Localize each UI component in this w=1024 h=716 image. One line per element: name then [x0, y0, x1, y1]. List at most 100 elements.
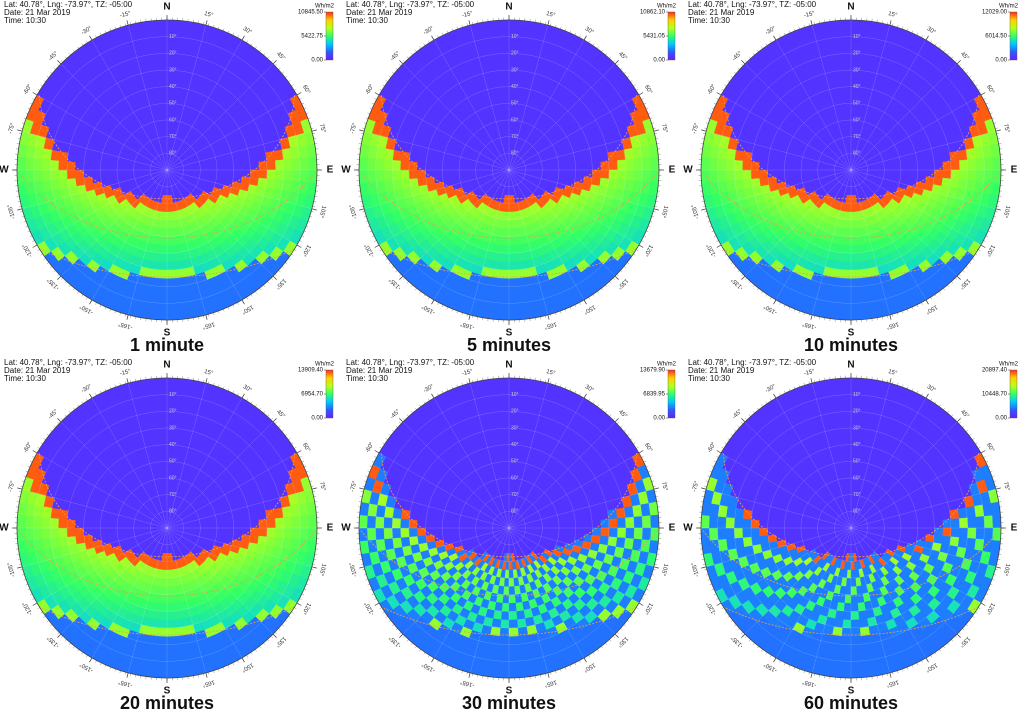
azimuth-label: 15°	[887, 11, 898, 19]
heat-cell	[508, 19, 523, 30]
heat-cell	[836, 86, 845, 97]
heat-cell	[307, 169, 318, 184]
heat-cell	[574, 156, 584, 165]
azimuth-tick	[889, 314, 892, 320]
heat-cell	[166, 19, 181, 30]
header-line: Time: 10:30	[4, 374, 46, 383]
heat-cell	[33, 527, 43, 540]
heat-cell	[842, 78, 852, 88]
heat-cell	[25, 157, 35, 171]
azimuth-tick	[810, 314, 813, 320]
colorbar	[325, 11, 334, 61]
heat-cell	[425, 176, 436, 185]
heat-cell	[176, 284, 189, 295]
heat-cell	[75, 169, 85, 179]
heat-cell	[641, 157, 651, 171]
heat-cell	[154, 28, 168, 38]
heat-cell	[784, 169, 794, 177]
heat-cell	[983, 169, 993, 183]
heat-cell	[829, 45, 842, 56]
heat-cell	[291, 527, 301, 540]
heat-cell	[154, 386, 168, 396]
heat-cell	[145, 642, 158, 653]
panel: Lat: 40.78°, Lng: -73.97°, TZ: -05:00Dat…	[341, 0, 676, 355]
heat-cell	[883, 166, 893, 171]
heat-cell	[615, 149, 626, 161]
azimuth-label: 60°	[301, 84, 311, 95]
heat-cell	[157, 61, 168, 71]
heat-cell	[172, 235, 181, 245]
heat-cell	[58, 150, 69, 162]
heat-cell	[840, 277, 852, 287]
heat-cell	[154, 660, 168, 670]
azimuth-tick	[126, 20, 129, 26]
heat-cell	[847, 136, 852, 146]
heat-cell	[967, 158, 977, 171]
heat-cell	[495, 95, 504, 105]
heat-cell	[709, 169, 719, 183]
heat-cell	[600, 169, 610, 179]
azimuth-tick	[57, 60, 62, 65]
heat-cell	[224, 163, 234, 171]
heat-cell	[850, 211, 856, 221]
azimuth-tick	[583, 35, 587, 41]
heat-cell	[508, 219, 515, 229]
header-line: Time: 10:30	[688, 16, 730, 25]
heat-cell	[983, 157, 993, 171]
heat-cell	[58, 169, 68, 180]
azimuth-tick	[468, 20, 471, 26]
heat-cell	[273, 149, 284, 161]
heat-cell	[291, 158, 301, 171]
azimuth-label: 30°	[926, 26, 937, 36]
azimuth-tick	[980, 92, 986, 96]
azimuth-tick	[374, 92, 380, 96]
azimuth-tick	[468, 314, 471, 320]
heat-cell	[487, 45, 500, 56]
heat-cell	[508, 211, 514, 221]
azimuth-tick	[57, 275, 62, 280]
heat-cell	[166, 660, 180, 670]
heat-cell	[859, 61, 871, 72]
azimuth-label: -150°	[421, 302, 437, 315]
colorbar-label: 6014.50	[985, 34, 1007, 40]
heat-cell	[33, 169, 43, 182]
heat-cell	[608, 169, 618, 180]
heat-cell	[158, 261, 168, 271]
heat-cell	[166, 202, 171, 212]
heat-cell	[498, 53, 510, 63]
azimuth-label: 120°	[642, 243, 654, 257]
colorbar-label: 0.00	[311, 58, 323, 64]
heat-cell	[409, 177, 419, 188]
heat-cell	[392, 179, 403, 191]
heat-cell	[932, 153, 943, 163]
heat-cell	[160, 103, 168, 113]
heat-cell	[550, 165, 560, 171]
heat-cell	[833, 70, 844, 80]
heat-cell	[541, 166, 551, 171]
heat-cell	[517, 268, 529, 279]
azimuth-label: 165°	[885, 320, 899, 329]
heat-cell	[515, 243, 524, 254]
altitude-label: 20°	[511, 51, 519, 57]
heat-cell	[156, 277, 168, 287]
heat-cell	[508, 294, 521, 304]
caption: 1 minute	[130, 335, 204, 355]
heat-cell	[508, 302, 522, 312]
azimuth-tick	[311, 129, 317, 132]
heat-cell	[384, 179, 395, 192]
heat-cell	[850, 219, 857, 229]
panel: Lat: 40.78°, Lng: -73.97°, TZ: -05:00Dat…	[0, 358, 335, 713]
azimuth-label: -120°	[22, 242, 35, 258]
heat-cell	[75, 161, 85, 171]
heat-cell	[442, 169, 452, 177]
azimuth-tick	[126, 314, 129, 320]
heat-cell	[809, 169, 819, 174]
heat-cell	[734, 179, 745, 191]
heat-cell	[838, 28, 852, 38]
azimuth-tick	[638, 92, 644, 96]
azimuth-tick	[547, 20, 550, 26]
azimuth-label: -105°	[349, 203, 359, 219]
heat-cell	[159, 244, 168, 254]
heat-cell	[649, 169, 660, 184]
header-line: Lat: 40.78°, Lng: -73.97°, TZ: -05:00	[4, 0, 133, 9]
